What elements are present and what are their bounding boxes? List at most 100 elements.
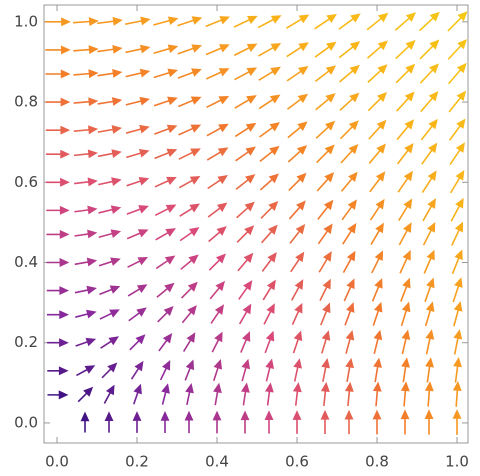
vector-arrow (314, 65, 337, 83)
vector-arrow (448, 90, 467, 113)
vector-arrow (80, 411, 90, 433)
vector-arrow (177, 96, 202, 108)
vector-arrow (424, 409, 434, 435)
vector-arrow (205, 44, 230, 56)
vector-arrow (47, 338, 69, 348)
vector-arrow (125, 16, 151, 26)
vector-arrow (369, 171, 386, 193)
frame (43, 4, 469, 444)
vector-arrow (154, 148, 178, 160)
vector-arrow (240, 410, 250, 434)
vector-arrow (449, 142, 466, 166)
vector-arrow (205, 68, 230, 80)
vector-arrow (128, 307, 147, 322)
x-tick-label: 0.2 (125, 453, 149, 471)
vector-arrow (238, 303, 252, 325)
vector-arrow (210, 304, 225, 324)
vector-arrow (99, 309, 120, 320)
vector-arrow (369, 198, 385, 221)
vector-arrow (451, 221, 464, 246)
vector-arrow (155, 255, 176, 270)
vector-arrow (126, 205, 149, 215)
vector-arrow (207, 202, 228, 218)
vector-arrow (127, 256, 149, 268)
vector-arrow (75, 309, 97, 319)
vector-arrow (397, 170, 413, 193)
vector-arrow (264, 330, 275, 354)
vector-arrow (419, 11, 440, 32)
vector-arrow (154, 176, 177, 188)
vector-arrow (103, 384, 115, 404)
vector-arrow (261, 252, 277, 272)
vector-arrow (373, 329, 383, 355)
vector-arrow (97, 125, 122, 134)
vector-arrow (99, 285, 121, 296)
vector-arrow (422, 221, 436, 246)
vector-arrow (234, 95, 257, 109)
vector-arrow (370, 222, 384, 245)
vector-arrow (233, 43, 258, 57)
vector-arrow (448, 62, 467, 85)
vector-arrow (73, 97, 99, 107)
vector-arrow (126, 229, 149, 240)
vector-arrow (285, 14, 310, 29)
vector-arrow (213, 382, 222, 406)
vector-arrow (46, 286, 70, 296)
vector-arrow (315, 93, 336, 111)
vector-arrow (287, 121, 308, 139)
vector-arrow (320, 381, 330, 406)
x-tick-label: 0.8 (365, 453, 389, 471)
vector-arrow (75, 337, 97, 347)
vector-arrow (452, 381, 462, 407)
vector-arrow (46, 258, 70, 267)
vector-arrow (77, 386, 94, 403)
vector-arrow (339, 120, 359, 140)
vector-arrow (182, 332, 196, 352)
vector-arrow (212, 410, 222, 434)
vector-arrow (317, 223, 333, 245)
vector-arrow (286, 42, 309, 58)
vector-arrow (317, 199, 334, 220)
vector-arrow (178, 175, 201, 189)
vector-arrow (292, 410, 302, 434)
vector-arrow (125, 96, 151, 106)
vector-arrow (206, 95, 230, 108)
vector-arrow (419, 39, 440, 60)
vector-arrow (126, 148, 150, 159)
vector-arrow (104, 411, 114, 433)
vector-arrow (315, 120, 336, 139)
vector-arrow (98, 205, 122, 214)
vector-arrow (366, 40, 388, 59)
y-tick-label: 0.4 (14, 253, 38, 271)
vector-arrow (447, 11, 468, 32)
vector-arrow (450, 197, 464, 222)
vector-arrow (263, 303, 275, 325)
y-tick-label: 0.2 (14, 333, 38, 351)
vector-arrow (180, 254, 199, 270)
vector-arrow (206, 147, 229, 161)
vector-arrow (424, 277, 435, 303)
vector-arrow (181, 305, 197, 324)
vector-arrow (153, 44, 179, 54)
vector-arrow (97, 97, 123, 106)
vector-arrow (127, 284, 148, 297)
vector-arrow (74, 177, 98, 187)
vector-arrow (241, 358, 251, 382)
vector-arrow (45, 45, 71, 55)
x-tick-label: 0.0 (45, 453, 69, 471)
vector-arrow (153, 68, 179, 79)
vector-arrow (153, 96, 178, 107)
vector-arrow (47, 366, 69, 376)
y-tick-label: 0.0 (14, 413, 38, 431)
vector-arrow (73, 69, 99, 79)
vector-arrow (177, 16, 203, 27)
vector-arrow (342, 250, 356, 273)
vector-arrow (125, 68, 151, 78)
vector-arrow (73, 17, 99, 26)
vector-arrow (260, 201, 279, 219)
vector-arrow (74, 229, 98, 239)
vector-arrow (398, 198, 413, 222)
x-tick-label: 1.0 (445, 453, 469, 471)
vector-arrow (236, 225, 255, 243)
vector-arrow (154, 204, 177, 217)
